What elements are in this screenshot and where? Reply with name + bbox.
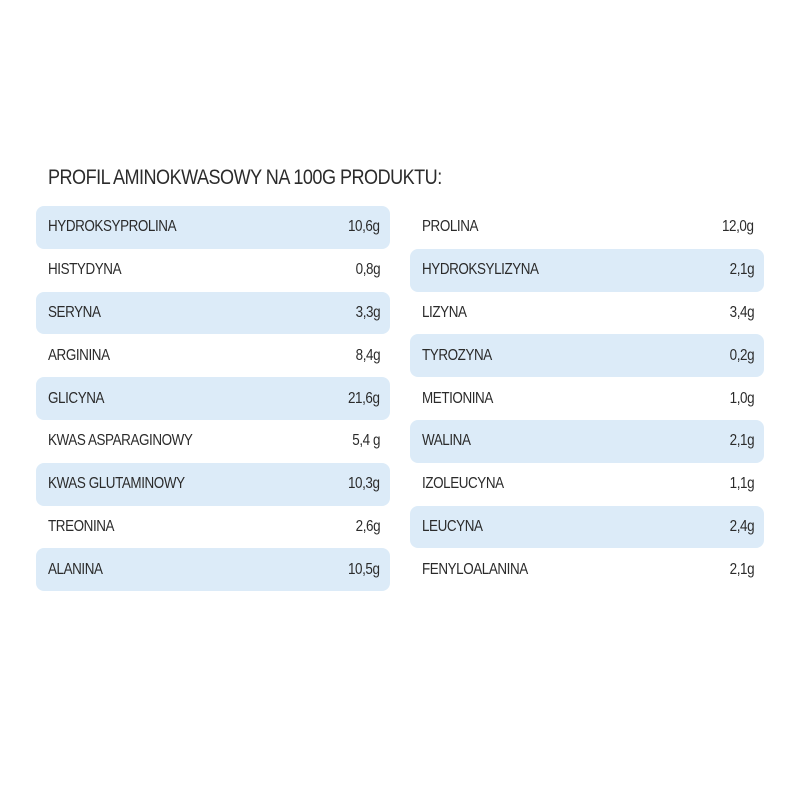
amino-value: 3,3g	[355, 303, 381, 321]
amino-value: 21,6g	[348, 389, 380, 407]
table-row: PROLINA 12,0g	[410, 206, 764, 249]
table-row: TREONINA 2,6g	[36, 506, 390, 549]
table-row: HYDROKSYLIZYNA 2,1g	[410, 248, 764, 292]
table-title: PROFIL AMINOKWASOWY NA 100G PRODUKTU:	[48, 166, 442, 189]
table-row: TYROZYNA 0,2g	[410, 334, 764, 378]
table-row: GLICYNA 21,6g	[36, 377, 390, 420]
table-row: LEUCYNA 2,4g	[410, 505, 764, 549]
amino-value: 10,6g	[348, 218, 380, 236]
amino-name: GLICYNA	[48, 389, 105, 407]
amino-name: KWAS GLUTAMINOWY	[48, 475, 185, 493]
amino-value: 2,4g	[729, 517, 755, 535]
amino-name: KWAS ASPARAGINOWY	[48, 432, 193, 450]
table-row: FENYLOALANINA 2,1g	[410, 548, 764, 591]
table-row: KWAS ASPARAGINOWY 5,4 g	[36, 420, 390, 463]
amino-value: 10,3g	[348, 475, 380, 493]
amino-name: LEUCYNA	[422, 517, 483, 535]
amino-table-left: HYDROKSYPROLINA 10,6g HISTYDYNA 0,8g SERYN…	[36, 206, 390, 592]
table-row: ALANINA 10,5g	[36, 548, 390, 592]
amino-value: 2,1g	[729, 432, 755, 450]
table-row: HYDROKSYPROLINA 10,6g	[36, 206, 390, 249]
amino-value: 2,6g	[355, 517, 381, 535]
table-row: SERYNA 3,3g	[36, 291, 390, 335]
amino-value: 5,4 g	[352, 432, 380, 450]
amino-name: SERYNA	[48, 303, 101, 321]
amino-value: 2,1g	[729, 261, 755, 279]
amino-table-right: PROLINA 12,0g HYDROKSYLIZYNA 2,1g LIZYNA 3,…	[410, 206, 764, 591]
table-row: LIZYNA 3,4g	[410, 292, 764, 335]
amino-name: HYDROKSYPROLINA	[48, 218, 177, 236]
amino-name: ARGININA	[48, 346, 110, 364]
amino-value: 0,8g	[355, 261, 381, 279]
amino-name: PROLINA	[422, 218, 479, 236]
table-row: WALINA 2,1g	[410, 419, 764, 463]
amino-name: WALINA	[422, 432, 471, 450]
amino-value: 1,0g	[729, 389, 755, 407]
table-row: HISTYDYNA 0,8g	[36, 249, 390, 292]
table-row: ARGININA 8,4g	[36, 334, 390, 377]
amino-name: HYDROKSYLIZYNA	[422, 261, 539, 279]
amino-value: 2,1g	[729, 560, 755, 578]
amino-name: LIZYNA	[422, 303, 467, 321]
amino-name: ALANINA	[48, 560, 103, 578]
amino-value: 10,5g	[348, 560, 380, 578]
amino-value: 8,4g	[355, 346, 381, 364]
amino-name: TREONINA	[48, 517, 115, 535]
amino-name: HISTYDYNA	[48, 261, 122, 279]
table-row: KWAS GLUTAMINOWY 10,3g	[36, 462, 390, 506]
amino-value: 3,4g	[729, 303, 755, 321]
amino-value: 12,0g	[722, 218, 754, 236]
amino-name: FENYLOALANINA	[422, 560, 528, 578]
table-row: IZOLEUCYNA 1,1g	[410, 463, 764, 506]
amino-name: TYROZYNA	[422, 346, 492, 364]
amino-value: 0,2g	[729, 346, 755, 364]
amino-name: IZOLEUCYNA	[422, 475, 504, 493]
amino-name: METIONINA	[422, 389, 493, 407]
table-row: METIONINA 1,0g	[410, 377, 764, 420]
amino-value: 1,1g	[729, 475, 755, 493]
